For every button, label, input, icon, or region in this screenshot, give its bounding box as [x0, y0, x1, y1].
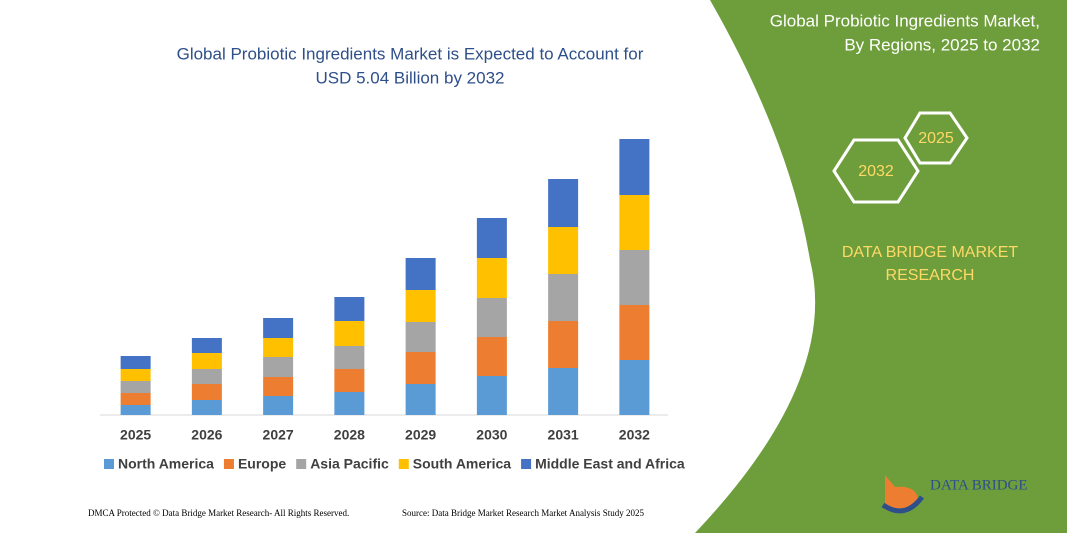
chart-title: Global Probiotic Ingredients Market is E… — [177, 44, 644, 63]
bar-segment — [191, 400, 222, 415]
footer-left: DMCA Protected © Data Bridge Market Rese… — [88, 508, 349, 518]
legend-swatch — [104, 459, 114, 469]
bar-segment — [548, 321, 579, 368]
x-tick-label: 2028 — [334, 427, 365, 443]
x-tick-label: 2029 — [405, 427, 436, 443]
x-tick-label: 2031 — [548, 427, 579, 443]
legend-swatch — [521, 459, 532, 469]
legend-label: Europe — [238, 456, 286, 472]
bar-segment — [476, 258, 507, 298]
bar-segment — [548, 274, 579, 321]
hexagon — [832, 138, 920, 204]
hexagon — [903, 111, 969, 165]
bar-segment — [120, 393, 151, 405]
bar-segment — [619, 250, 650, 305]
bar-segment — [619, 139, 650, 195]
logo-mark — [885, 475, 918, 512]
bar-segment — [405, 384, 436, 415]
legend-label: South America — [413, 456, 511, 472]
bar-segment — [120, 381, 151, 393]
bar-segment — [619, 305, 650, 360]
bar-segment — [405, 322, 436, 352]
brand: DATA BRIDGE MARKET — [842, 244, 1019, 261]
bar-segment — [191, 369, 222, 384]
legend-swatch — [223, 459, 234, 469]
brand: RESEARCH — [886, 267, 975, 284]
legend-swatch — [398, 459, 409, 469]
bar-segment — [405, 352, 436, 384]
hexagon-label: 2032 — [858, 163, 894, 180]
bar-segment — [120, 356, 151, 369]
bar-segment — [263, 357, 294, 377]
bar-segment — [263, 377, 294, 396]
side-panel — [695, 0, 1067, 533]
bar-segment — [263, 396, 294, 415]
bar-segment — [476, 298, 507, 337]
bar-segment — [548, 227, 579, 274]
bar-segment — [334, 321, 365, 346]
bar-segment — [476, 337, 507, 376]
bar-segment — [263, 318, 294, 338]
x-tick-label: 2030 — [476, 427, 507, 443]
chart-title: USD 5.04 Billion by 2032 — [315, 68, 504, 87]
panel-title: Global Probiotic Ingredients Market, — [770, 11, 1040, 30]
footer-right: Source: Data Bridge Market Research Mark… — [402, 508, 644, 518]
bar-segment — [334, 346, 365, 369]
bar-segment — [191, 384, 222, 400]
bar-segment — [405, 290, 436, 322]
bar-segment — [334, 392, 365, 415]
bar-segment — [191, 338, 222, 353]
bar-segment — [476, 218, 507, 258]
bar-segment — [405, 258, 436, 290]
legend-swatch — [296, 459, 307, 469]
bar-segment — [548, 179, 579, 227]
bar-segment — [548, 368, 579, 415]
legend-label: Asia Pacific — [310, 456, 389, 472]
bar-segment — [120, 369, 151, 381]
bar-segment — [120, 405, 151, 415]
logo-text: DATA BRIDGE — [930, 477, 1028, 493]
x-tick-label: 2032 — [619, 427, 650, 443]
bar-segment — [263, 338, 294, 357]
bar-segment — [619, 360, 650, 415]
hexagon-label: 2025 — [918, 130, 954, 147]
legend-label: Middle East and Africa — [535, 456, 685, 472]
x-tick-label: 2027 — [263, 427, 294, 443]
logo-mark — [881, 495, 925, 514]
legend-label: North America — [118, 456, 214, 472]
bar-segment — [476, 376, 507, 415]
x-tick-label: 2025 — [120, 427, 151, 443]
x-tick-label: 2026 — [191, 427, 222, 443]
bar-segment — [619, 195, 650, 250]
panel-title: By Regions, 2025 to 2032 — [844, 35, 1040, 54]
bar-segment — [334, 297, 365, 321]
bar-segment — [191, 353, 222, 369]
bar-segment — [334, 369, 365, 392]
